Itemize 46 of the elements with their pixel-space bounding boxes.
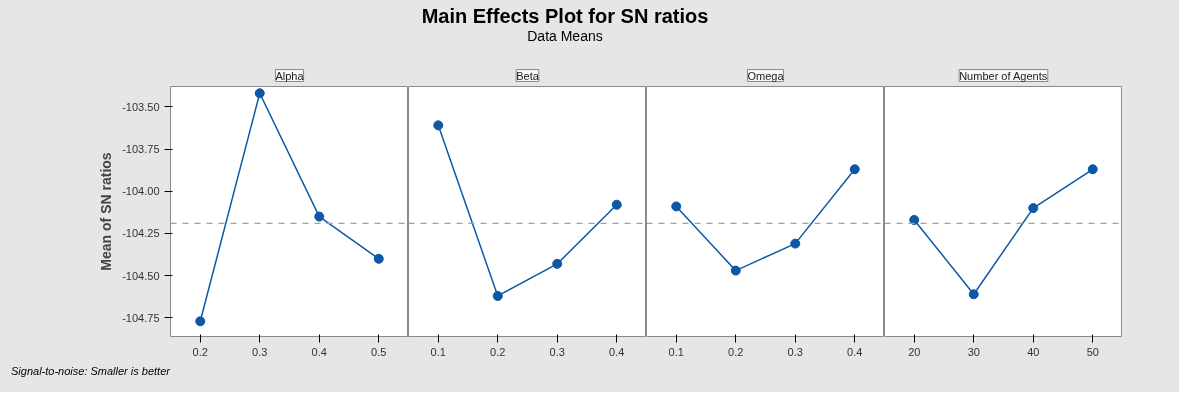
x-tick-label: 0.2 xyxy=(728,345,744,358)
text: Main Effects Plot for SN ratios xyxy=(420,5,710,28)
x-tick-label: 0.4 xyxy=(847,345,863,358)
x-tick-label: 30 xyxy=(967,345,980,358)
x-tick-label: 0.2 xyxy=(490,345,506,358)
point xyxy=(968,289,979,300)
x-axis-title: Alpha xyxy=(275,69,305,82)
text: Signal-to-noise: Smaller is better xyxy=(10,364,170,379)
point xyxy=(1028,203,1039,214)
x-tick-label: 0.3 xyxy=(549,345,565,358)
point xyxy=(433,120,444,131)
point xyxy=(373,253,384,264)
text: Data Means xyxy=(526,28,604,45)
point xyxy=(314,211,325,222)
y-tick-label: -104.25 xyxy=(122,227,160,240)
x-axis-title: Omega xyxy=(747,69,785,82)
x-tick-label: 0.3 xyxy=(787,345,803,358)
point xyxy=(1087,164,1098,175)
point xyxy=(195,316,206,327)
x-axis-title: Beta xyxy=(516,69,540,82)
x-tick-label: 0.5 xyxy=(371,345,387,358)
x-tick-label: 0.4 xyxy=(609,345,625,358)
point xyxy=(254,88,265,99)
y-tick-label: -104.50 xyxy=(122,269,160,282)
x-tick-label: 0.3 xyxy=(252,345,268,358)
y-axis-title: Mean of SN ratios xyxy=(98,152,115,271)
x-tick-label: 0.1 xyxy=(668,345,684,358)
point xyxy=(790,238,801,249)
point xyxy=(492,290,503,301)
point xyxy=(671,201,682,212)
x-axis-title: Number of Agents xyxy=(959,69,1048,82)
y-tick-label: -103.75 xyxy=(122,143,160,155)
x-tick-label: 0.1 xyxy=(430,345,446,358)
point xyxy=(611,199,622,210)
y-tick-label: -104.75 xyxy=(122,311,160,324)
point xyxy=(849,164,860,175)
x-tick-label: 40 xyxy=(1027,345,1040,358)
x-tick-label: 0.2 xyxy=(192,345,208,358)
x-tick-label: 20 xyxy=(908,345,921,358)
point xyxy=(909,214,920,225)
point xyxy=(730,265,741,276)
x-tick-label: 50 xyxy=(1086,345,1099,358)
x-tick-label: 0.4 xyxy=(311,345,327,358)
y-tick-label: -103.50 xyxy=(122,100,160,113)
y-tick-label: -104.00 xyxy=(122,185,160,198)
point xyxy=(552,258,563,269)
